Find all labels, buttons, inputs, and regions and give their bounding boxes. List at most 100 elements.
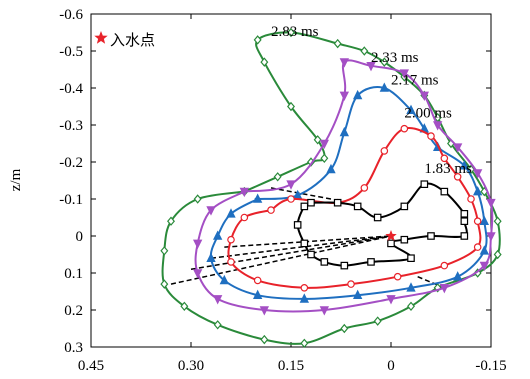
data-point [192, 239, 203, 249]
data-point [440, 261, 449, 270]
x-tick-label: -0.15 [475, 358, 506, 374]
data-point [253, 35, 262, 45]
data-point [379, 82, 390, 92]
y-tick-label: -0.4 [59, 81, 83, 97]
data-point [460, 217, 469, 226]
data-point [360, 184, 369, 192]
data-point [212, 230, 223, 240]
data-point [453, 173, 462, 181]
data-point [273, 172, 282, 182]
data-point [373, 316, 382, 326]
data-point [206, 252, 216, 262]
y-tick-label: 0.1 [64, 266, 83, 282]
data-point [319, 306, 330, 316]
x-tick-label: 0 [387, 358, 395, 374]
data-point [287, 195, 295, 203]
data-point [479, 215, 490, 225]
data-point [452, 271, 463, 281]
data-point [486, 198, 496, 209]
data-point [452, 143, 463, 153]
trajectory-line [270, 187, 332, 200]
data-point [320, 153, 329, 164]
y-tick-label: -0.2 [59, 155, 83, 171]
data-point [180, 301, 189, 312]
data-point [287, 27, 295, 38]
data-point [427, 132, 435, 140]
data-point [320, 258, 329, 266]
curve-label: 2.17 ms [391, 72, 439, 88]
data-point [193, 194, 202, 204]
legend-label: 入水点 [110, 31, 155, 49]
data-point [259, 306, 270, 316]
data-point [227, 235, 235, 244]
data-point [400, 202, 409, 211]
curve-label: 2.00 ms [404, 106, 452, 122]
curve-labels: 2.83 ms 2.33 ms 2.17 ms 2.00 ms 1.83 ms [271, 24, 472, 177]
series-line [296, 182, 468, 267]
data-point [333, 38, 342, 49]
curve-label: 2.83 ms [271, 24, 319, 40]
trajectory-line [170, 235, 392, 285]
data-point [226, 208, 236, 218]
data-point [347, 280, 355, 288]
data-point [460, 210, 469, 218]
data-point [206, 206, 216, 216]
data-point [287, 101, 295, 112]
y-tick-label: -0.6 [59, 7, 83, 23]
data-point [467, 164, 475, 175]
data-point [460, 232, 469, 240]
data-point [467, 195, 475, 203]
series-line [227, 127, 482, 289]
trajectory-line [190, 235, 392, 271]
data-point [340, 323, 349, 334]
data-point [400, 235, 409, 244]
data-point [227, 258, 235, 266]
data-point [386, 295, 396, 305]
legend: 入水点 [94, 31, 155, 49]
data-point [427, 232, 435, 240]
data-point [260, 334, 269, 345]
data-point [419, 91, 430, 101]
y-tick-label: 0 [76, 229, 84, 245]
data-point [333, 198, 342, 207]
data-point [400, 124, 409, 133]
data-point [352, 289, 363, 299]
y-tick-label: -0.3 [59, 118, 83, 134]
data-point [393, 272, 402, 281]
data-point [160, 246, 169, 256]
series-2-83-ms [160, 27, 502, 349]
data-point [300, 239, 309, 248]
data-point [493, 216, 502, 226]
series-layer [160, 27, 502, 349]
data-point [373, 213, 382, 222]
data-point [240, 213, 249, 222]
data-point [380, 147, 389, 155]
data-point [380, 57, 389, 67]
data-point [420, 180, 429, 189]
data-point [293, 221, 302, 229]
data-point [432, 121, 443, 131]
data-point [260, 57, 269, 67]
data-point [486, 232, 496, 242]
data-point [213, 320, 222, 330]
curve-label: 1.83 ms [424, 161, 472, 177]
data-point [286, 180, 296, 190]
data-point [407, 254, 415, 263]
y-tick-label: 0.3 [64, 340, 83, 356]
data-point [192, 269, 203, 279]
y-tick-label: 0.2 [64, 303, 83, 319]
data-point [239, 187, 250, 198]
y-axis-title: z/m [8, 168, 24, 191]
x-tick-label: 0.45 [78, 358, 104, 374]
x-tick-label: 0.15 [278, 358, 304, 374]
series-1-83-ms [293, 180, 469, 270]
data-point [313, 135, 322, 145]
entry-point-star [385, 230, 397, 241]
series-2-17-ms [206, 82, 490, 303]
y-tick-label: -0.5 [59, 44, 83, 60]
data-point [299, 293, 310, 303]
data-point [439, 284, 450, 294]
data-point [300, 202, 309, 211]
axis-ticks: 0.45 0.30 0.15 0 -0.15-0.6-0.5-0.4-0.3-0.2-0… [59, 7, 506, 374]
